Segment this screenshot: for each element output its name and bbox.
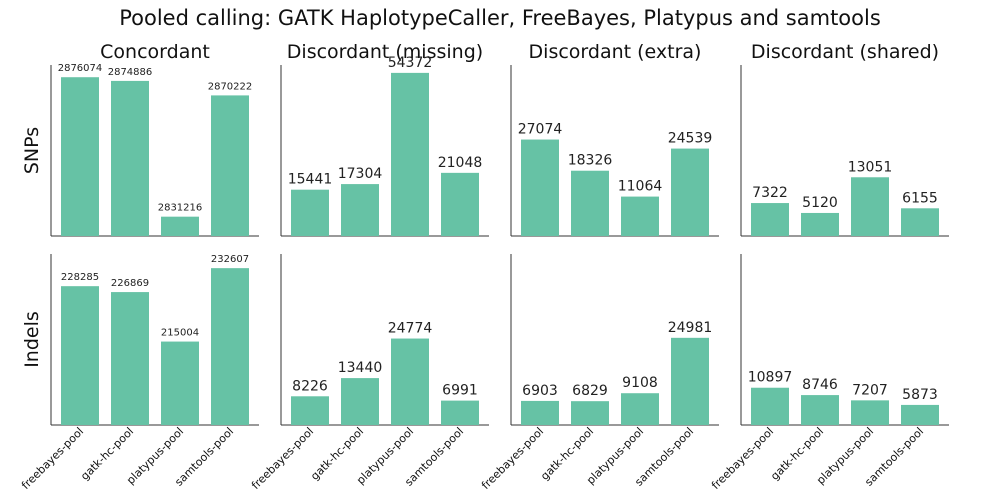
- bar: [621, 196, 659, 236]
- bar-value-label: 5873: [902, 387, 938, 403]
- bar-value-label: 6903: [522, 383, 558, 399]
- bar: [111, 292, 149, 425]
- bar-value-label: 8746: [802, 377, 838, 393]
- bar: [161, 341, 199, 425]
- bar: [61, 77, 99, 236]
- column-title: Discordant (shared): [751, 41, 939, 63]
- row-labels: SNPs Indels: [21, 127, 43, 368]
- bar-value-label: 18326: [568, 153, 613, 169]
- x-tick-label: freebayes-pool: [249, 425, 316, 492]
- bar: [671, 148, 709, 236]
- bar-value-label: 8226: [292, 378, 328, 394]
- x-tick-labels: freebayes-poolgatk-hc-poolplatypus-pools…: [19, 425, 926, 492]
- bar-value-label: 215004: [161, 328, 199, 339]
- bar: [441, 400, 479, 425]
- bar: [621, 393, 659, 425]
- chart-panels: 2876074 2874886 2831216 2870222 15441 17304 54…: [50, 55, 949, 426]
- bar: [341, 378, 379, 425]
- panel: 2876074 2874886 2831216 2870222: [50, 63, 259, 237]
- bar-value-label: 228285: [61, 272, 99, 283]
- bar-value-label: 6829: [572, 383, 608, 399]
- panel: 10897 8746 7207 5873: [740, 254, 949, 426]
- bar-value-label: 15441: [288, 172, 333, 188]
- bar-value-label: 6991: [442, 383, 478, 399]
- panel: 8226 13440 24774 6991: [280, 254, 489, 426]
- panel: 7322 5120 13051 6155: [740, 65, 949, 237]
- x-tick-label: freebayes-pool: [479, 425, 546, 492]
- bar: [111, 80, 149, 236]
- column-titles: Concordant Discordant (missing) Discordant…: [100, 41, 939, 63]
- bar: [161, 216, 199, 236]
- bar: [801, 395, 839, 425]
- panel: 6903 6829 9108 24981: [510, 254, 719, 426]
- bar-value-label: 5120: [802, 195, 838, 211]
- bar-value-label: 10897: [748, 370, 793, 386]
- bar: [61, 286, 99, 425]
- bar-value-label: 24774: [388, 321, 433, 337]
- bar: [901, 404, 939, 425]
- bar: [751, 387, 789, 425]
- bar-value-label: 13051: [848, 159, 893, 175]
- bar-value-label: 17304: [338, 166, 383, 182]
- x-tick-label: freebayes-pool: [709, 425, 776, 492]
- column-title: Discordant (missing): [287, 41, 483, 63]
- column-title: Concordant: [100, 41, 210, 63]
- bar-value-label: 21048: [438, 155, 483, 171]
- bar-value-label: 27074: [518, 122, 563, 138]
- column-title: Discordant (extra): [529, 41, 702, 63]
- bar: [521, 400, 559, 425]
- bar-value-label: 226869: [111, 278, 149, 289]
- bar-value-label: 7322: [752, 185, 788, 201]
- bar-value-label: 6155: [902, 190, 938, 206]
- bar-value-label: 11064: [618, 179, 663, 195]
- bar: [751, 203, 789, 236]
- x-tick-label: freebayes-pool: [19, 425, 86, 492]
- bar-value-label: 2831216: [158, 203, 203, 214]
- bar-value-label: 7207: [852, 382, 888, 398]
- bar: [211, 268, 249, 425]
- bar-value-label: 2870222: [208, 81, 253, 92]
- bar: [211, 95, 249, 236]
- bar: [341, 184, 379, 236]
- bar: [521, 139, 559, 236]
- bar: [291, 396, 329, 425]
- bar: [571, 170, 609, 236]
- row-label: SNPs: [21, 127, 43, 174]
- bar: [851, 400, 889, 425]
- bar: [441, 172, 479, 236]
- panel: 15441 17304 54372 21048: [280, 55, 489, 237]
- bar-value-label: 232607: [211, 254, 249, 265]
- bar-value-label: 2876074: [58, 63, 103, 74]
- bar: [801, 212, 839, 236]
- bar-value-label: 13440: [338, 360, 383, 376]
- bar-value-label: 24539: [668, 131, 713, 147]
- bar: [391, 72, 429, 236]
- bar-value-label: 54372: [388, 55, 433, 71]
- bar: [671, 337, 709, 425]
- bar: [391, 338, 429, 425]
- panel: 228285 226869 215004 232607: [50, 254, 259, 426]
- row-label: Indels: [21, 311, 43, 368]
- bar-value-label: 24981: [668, 320, 713, 336]
- bar: [851, 177, 889, 236]
- bar-value-label: 9108: [622, 375, 658, 391]
- bar-value-label: 2874886: [108, 67, 153, 78]
- bar: [571, 401, 609, 425]
- panel: 27074 18326 11064 24539: [510, 65, 719, 237]
- chart-title: Pooled calling: GATK HaplotypeCaller, Fr…: [119, 6, 881, 30]
- bar: [901, 208, 939, 236]
- bar: [291, 189, 329, 236]
